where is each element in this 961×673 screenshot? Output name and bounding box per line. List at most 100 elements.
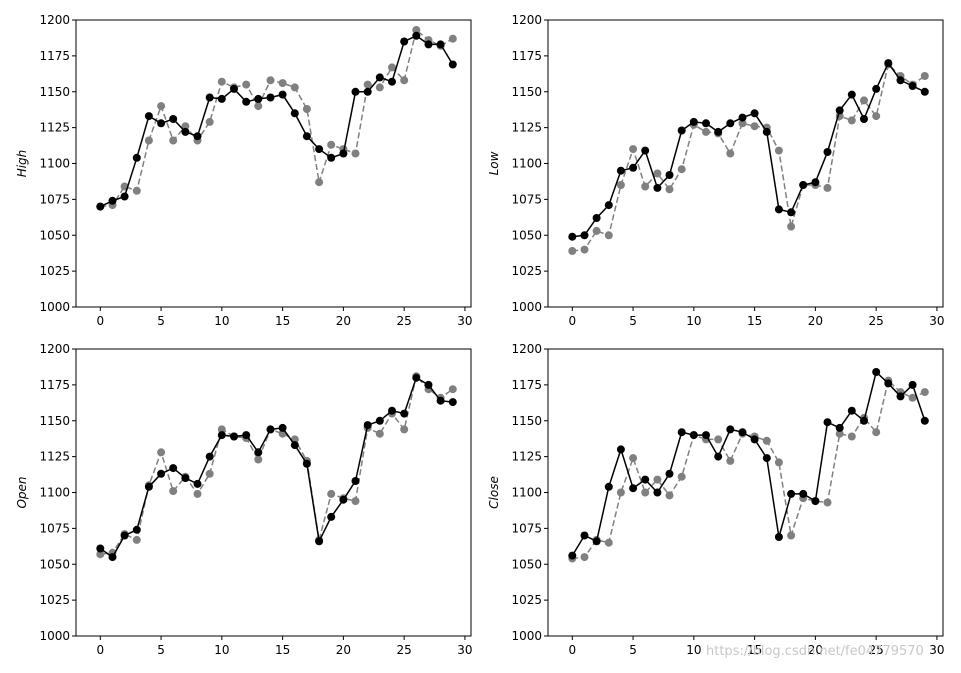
y-tick-label: 1050 xyxy=(39,228,70,242)
data-point-solid xyxy=(738,113,747,122)
data-point-solid xyxy=(412,373,421,382)
data-point-solid xyxy=(205,452,214,461)
y-tick-label: 1100 xyxy=(511,486,542,500)
data-point-dashed xyxy=(217,425,226,434)
data-point-dashed xyxy=(847,432,856,441)
data-point-dashed xyxy=(315,178,324,187)
data-point-solid xyxy=(169,115,178,123)
data-point-solid xyxy=(592,537,601,546)
data-point-solid xyxy=(580,531,589,540)
data-point-solid xyxy=(726,119,735,128)
y-tick-label: 1125 xyxy=(39,450,70,464)
data-point-solid xyxy=(908,82,917,90)
data-point-dashed xyxy=(351,497,360,506)
data-point-solid xyxy=(860,115,868,123)
data-point-dashed xyxy=(604,231,613,240)
data-point-solid xyxy=(908,380,917,389)
data-point-solid xyxy=(604,482,613,491)
data-point-dashed xyxy=(750,122,759,131)
data-point-dashed xyxy=(920,388,929,397)
y-tick-label: 1050 xyxy=(511,228,542,242)
y-axis-label: Low xyxy=(487,151,501,175)
x-tick-label: 20 xyxy=(808,643,823,657)
data-point-solid xyxy=(580,231,589,240)
data-point-solid xyxy=(702,431,710,440)
data-point-solid xyxy=(762,127,771,136)
data-point-solid xyxy=(436,40,445,49)
data-point-solid xyxy=(738,428,747,437)
data-point-dashed xyxy=(665,491,674,500)
data-point-dashed xyxy=(193,489,202,498)
data-point-solid xyxy=(665,469,674,478)
data-point-dashed xyxy=(580,245,589,254)
data-point-solid xyxy=(750,109,759,118)
data-point-solid xyxy=(835,423,844,432)
data-point-dashed xyxy=(653,169,662,178)
data-point-dashed xyxy=(604,538,613,547)
x-tick-label: 10 xyxy=(214,643,229,657)
data-point-dashed xyxy=(702,127,710,136)
x-tick-label: 25 xyxy=(397,314,412,328)
data-point-solid xyxy=(823,148,832,156)
data-point-solid xyxy=(677,428,686,437)
data-point-dashed xyxy=(169,136,178,145)
y-axis-label: High xyxy=(15,150,29,178)
data-point-dashed xyxy=(568,247,577,255)
x-tick-label: 10 xyxy=(214,314,229,328)
y-tick-label: 1075 xyxy=(511,521,542,535)
x-tick-label: 15 xyxy=(747,314,762,328)
data-point-solid xyxy=(424,380,433,389)
data-point-dashed xyxy=(823,498,832,507)
data-point-solid xyxy=(616,445,625,454)
data-point-dashed xyxy=(351,149,360,158)
x-tick-label: 30 xyxy=(929,314,944,328)
data-point-dashed xyxy=(616,181,625,189)
data-point-solid xyxy=(388,77,396,86)
data-point-dashed xyxy=(762,436,771,445)
y-tick-label: 1200 xyxy=(39,13,70,27)
data-point-dashed xyxy=(132,186,141,195)
data-point-dashed xyxy=(290,83,299,92)
data-point-solid xyxy=(375,416,384,425)
data-point-solid xyxy=(787,489,796,498)
data-point-solid xyxy=(205,93,214,102)
data-point-dashed xyxy=(823,183,832,192)
data-point-solid xyxy=(823,418,832,427)
data-point-solid xyxy=(132,153,141,162)
data-point-dashed xyxy=(641,182,650,191)
data-point-dashed xyxy=(714,435,723,444)
data-point-solid xyxy=(120,192,129,201)
data-point-dashed xyxy=(400,425,409,434)
data-point-solid xyxy=(132,525,141,534)
series-line-dashed xyxy=(100,374,454,555)
plot-frame xyxy=(75,348,472,637)
data-point-solid xyxy=(436,396,445,405)
data-point-solid xyxy=(339,495,348,504)
data-point-dashed xyxy=(363,80,372,89)
data-point-dashed xyxy=(242,80,251,89)
data-point-solid xyxy=(860,416,868,425)
data-point-solid xyxy=(302,132,311,141)
data-point-solid xyxy=(762,454,771,463)
data-point-solid xyxy=(96,544,105,553)
y-tick-label: 1050 xyxy=(39,557,70,571)
data-point-dashed xyxy=(266,76,275,85)
y-tick-label: 1075 xyxy=(511,192,542,206)
y-tick-label: 1075 xyxy=(39,192,70,206)
data-point-solid xyxy=(230,84,238,93)
data-point-dashed xyxy=(400,76,409,85)
data-point-solid xyxy=(266,93,275,102)
y-tick-label: 1175 xyxy=(39,378,70,392)
data-point-solid xyxy=(181,127,190,136)
data-point-dashed xyxy=(181,122,190,131)
y-tick-label: 1000 xyxy=(511,629,542,643)
data-point-solid xyxy=(266,425,275,434)
y-tick-label: 1025 xyxy=(511,264,542,278)
data-point-solid xyxy=(157,469,166,478)
data-point-solid xyxy=(217,431,226,440)
data-point-solid xyxy=(108,553,117,562)
data-point-solid xyxy=(774,205,783,214)
data-point-solid xyxy=(351,477,360,485)
